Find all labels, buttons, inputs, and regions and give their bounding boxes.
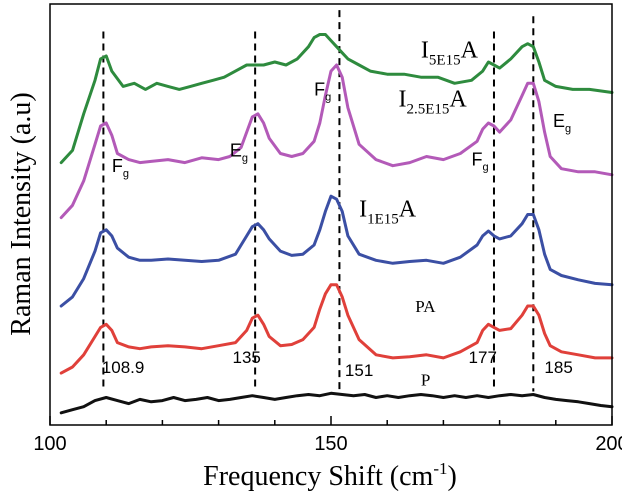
x-axis-label-end: ) xyxy=(448,461,457,492)
mode-label-5: Eg xyxy=(553,111,571,135)
mode-label-2: Eg xyxy=(230,141,248,165)
x-tick-label-100: 100 xyxy=(33,433,66,455)
mode-label-1: Fg xyxy=(112,156,129,180)
series-line-i5e15a xyxy=(59,33,614,165)
x-tick-label-200: 200 xyxy=(595,433,622,455)
series-label-p: P xyxy=(421,370,430,389)
series-line-i2-5e15a xyxy=(59,63,614,220)
y-axis-label: Raman Intensity (a.u) xyxy=(6,92,37,335)
series-label-pa: PA xyxy=(415,297,436,316)
mode-label-4: Fg xyxy=(472,150,489,174)
x-ticks: 100 150 200 xyxy=(33,416,622,455)
series-label-i5e15a: I5E15A xyxy=(421,38,479,69)
series-lines xyxy=(59,33,614,415)
x-tick-label-150: 150 xyxy=(314,433,347,455)
mode-label-3: Fg xyxy=(314,80,331,104)
series-label-i1e15a: I1E15A xyxy=(359,196,417,227)
peak-label-135: 135 xyxy=(233,348,261,367)
peak-label-177: 177 xyxy=(469,348,497,367)
series-label-i2-5e15a: I2.5E15A xyxy=(398,87,467,118)
reference-lines xyxy=(102,10,535,392)
axes: 100 150 200 Raman Intensity (a.u) Frequenc… xyxy=(6,3,622,492)
series-line-i1e15a xyxy=(59,194,614,308)
peak-label-151: 151 xyxy=(345,361,373,380)
peak-label-185: 185 xyxy=(544,358,572,377)
series-line-pa xyxy=(59,283,614,375)
series-line-p xyxy=(59,391,614,415)
x-axis-label: Frequency Shift (cm-1) xyxy=(203,459,457,492)
x-axis-label-exponent: -1 xyxy=(433,459,447,478)
annotations: I5E15A I2.5E15A I1E15A PA P Fg Eg Fg Fg Eg 108.9 13… xyxy=(102,38,573,390)
x-axis-label-main: Frequency Shift (cm xyxy=(203,461,433,492)
peak-label-108-9: 108.9 xyxy=(102,358,145,377)
